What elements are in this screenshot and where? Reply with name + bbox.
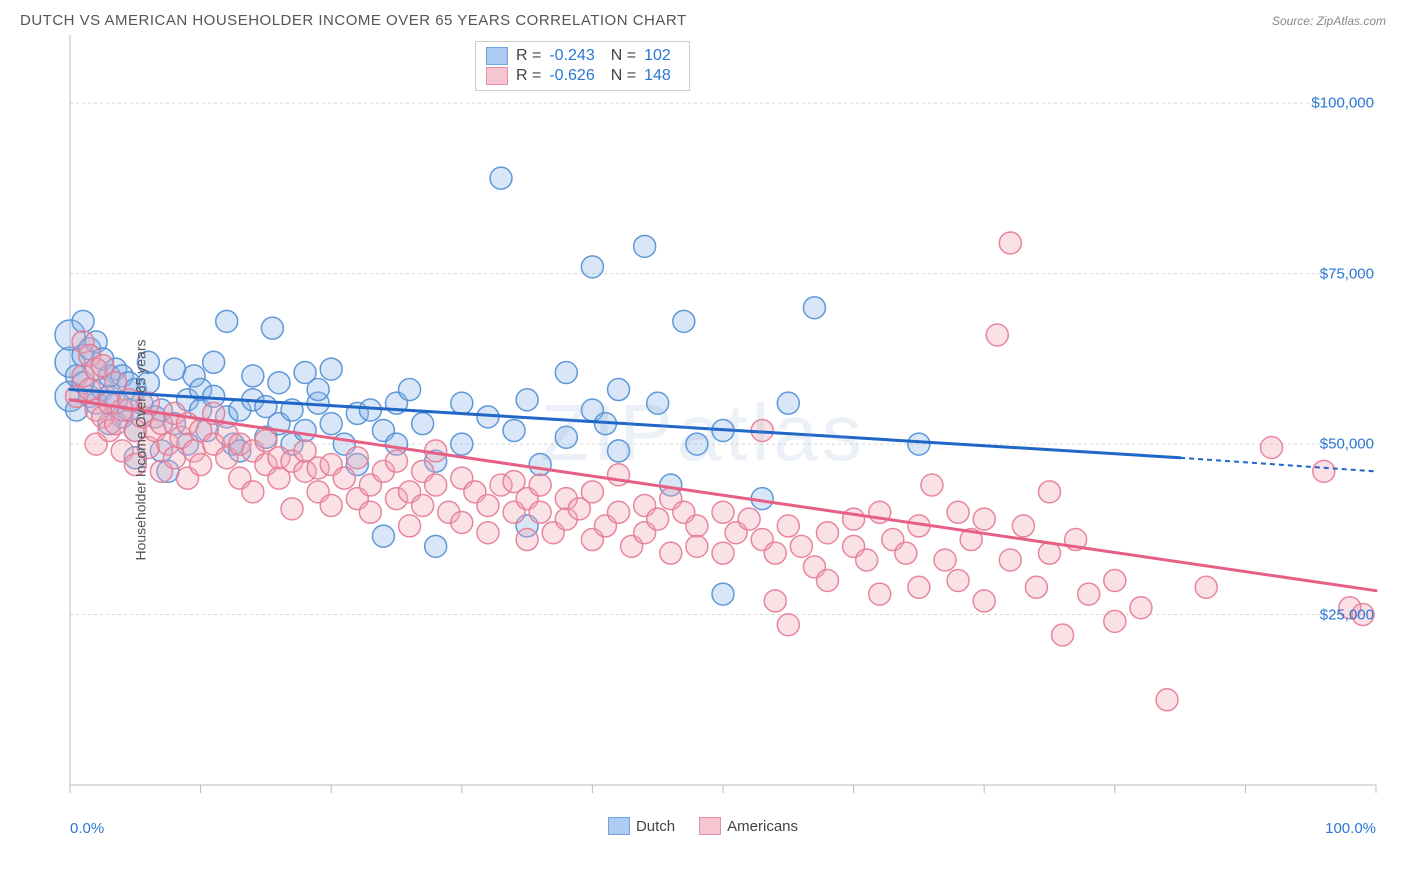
- scatter-chart-svg: [20, 35, 1386, 815]
- y-tick-25k: $25,000: [1320, 606, 1374, 623]
- r-label: R =: [516, 67, 541, 85]
- swatch-dutch: [486, 47, 508, 65]
- y-tick-100k: $100,000: [1311, 95, 1374, 112]
- x-tick-0: 0.0%: [70, 820, 104, 837]
- r-label: R =: [516, 47, 541, 65]
- r-value-americans: -0.626: [549, 67, 594, 85]
- y-tick-75k: $75,000: [1320, 265, 1374, 282]
- n-label: N =: [611, 47, 636, 65]
- y-axis-label: Householder Income Over 65 years: [133, 340, 149, 561]
- y-tick-50k: $50,000: [1320, 436, 1374, 453]
- n-value-dutch: 102: [644, 47, 671, 65]
- source-attribution: Source: ZipAtlas.com: [1272, 14, 1386, 28]
- x-tick-100: 100.0%: [1325, 820, 1376, 837]
- correlation-stats-box: R = -0.243 N = 102 R = -0.626 N = 148: [475, 41, 690, 91]
- n-value-americans: 148: [644, 67, 671, 85]
- swatch-americans: [486, 67, 508, 85]
- chart-container: Householder Income Over 65 years ZIPatla…: [20, 35, 1386, 865]
- stats-row-dutch: R = -0.243 N = 102: [486, 46, 679, 66]
- r-value-dutch: -0.243: [549, 47, 594, 65]
- stats-row-americans: R = -0.626 N = 148: [486, 66, 679, 86]
- chart-title: DUTCH VS AMERICAN HOUSEHOLDER INCOME OVE…: [20, 12, 687, 29]
- n-label: N =: [611, 67, 636, 85]
